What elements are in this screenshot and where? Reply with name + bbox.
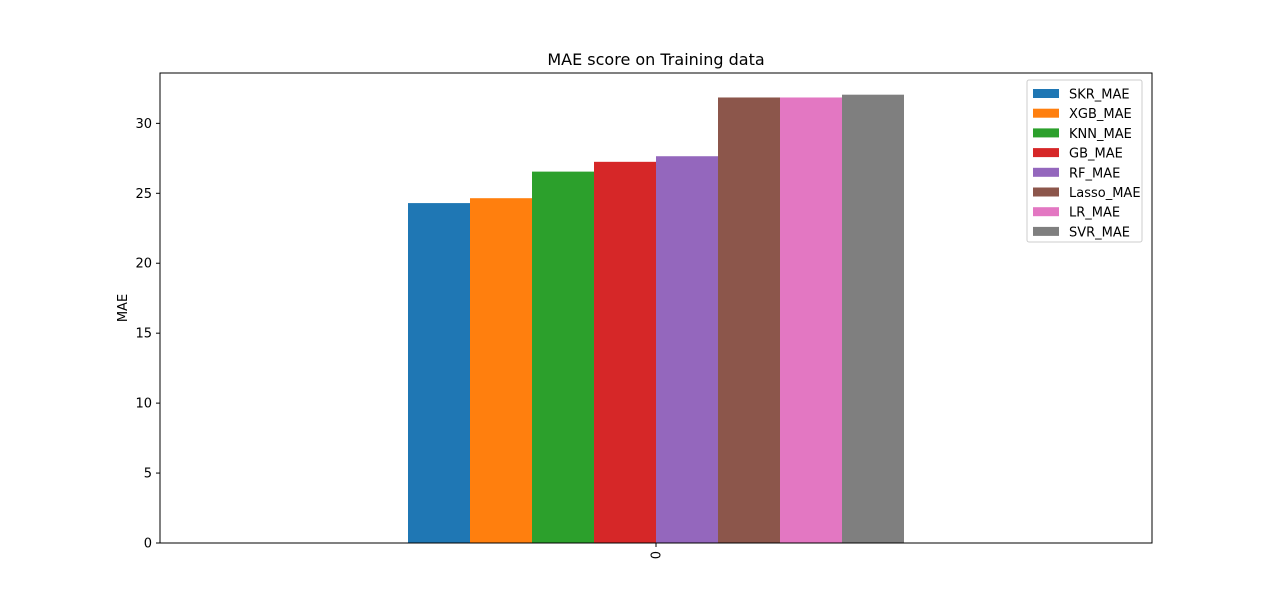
legend-swatch [1033, 167, 1059, 177]
x-tick-label: 0 [650, 551, 665, 559]
legend-swatch [1033, 89, 1059, 98]
legend-label: GB_MAE [1069, 147, 1123, 162]
chart-title: MAE score on Training data [547, 50, 764, 69]
bar-rf-mae [656, 156, 718, 543]
bar-skr-mae [408, 203, 470, 543]
y-tick-label: 30 [135, 117, 152, 132]
bar-xgb-mae [470, 198, 532, 543]
legend-label: XGB_MAE [1069, 107, 1132, 122]
bars-group [408, 94, 904, 544]
legend-label: KNN_MAE [1069, 127, 1132, 142]
y-tick-label: 5 [144, 467, 152, 482]
legend-swatch [1033, 207, 1059, 217]
legend-label: SKR_MAE [1069, 88, 1130, 103]
y-tick-label: 10 [135, 397, 152, 412]
bar-lasso-mae [718, 97, 780, 544]
x-axis: 0 [650, 543, 665, 559]
legend-label: RF_MAE [1069, 166, 1120, 181]
legend-swatch [1033, 108, 1059, 118]
legend-swatch [1033, 128, 1059, 138]
legend-swatch [1033, 187, 1059, 197]
legend: SKR_MAE XGB_MAE KNN_MAE GB_MAE RF_MAE Lasso_M… [1026, 79, 1143, 243]
bar-svr-mae [842, 94, 904, 543]
bar-gb-mae [594, 161, 656, 543]
y-tick-label: 25 [135, 187, 152, 202]
legend-box [1026, 79, 1143, 243]
legend-label: LR_MAE [1069, 206, 1120, 221]
y-axis: 0 5 10 15 20 25 30 [135, 117, 160, 552]
legend-swatch [1033, 226, 1059, 236]
legend-label: SVR_MAE [1069, 225, 1130, 240]
legend-label: Lasso_MAE [1069, 186, 1141, 201]
y-tick-label: 20 [135, 257, 152, 272]
bar-knn-mae [532, 171, 594, 543]
y-tick-label: 0 [144, 537, 152, 552]
y-tick-label: 15 [135, 327, 152, 342]
bar-lr-mae [780, 97, 842, 544]
y-axis-label: MAE [116, 294, 131, 322]
legend-swatch [1033, 148, 1059, 158]
